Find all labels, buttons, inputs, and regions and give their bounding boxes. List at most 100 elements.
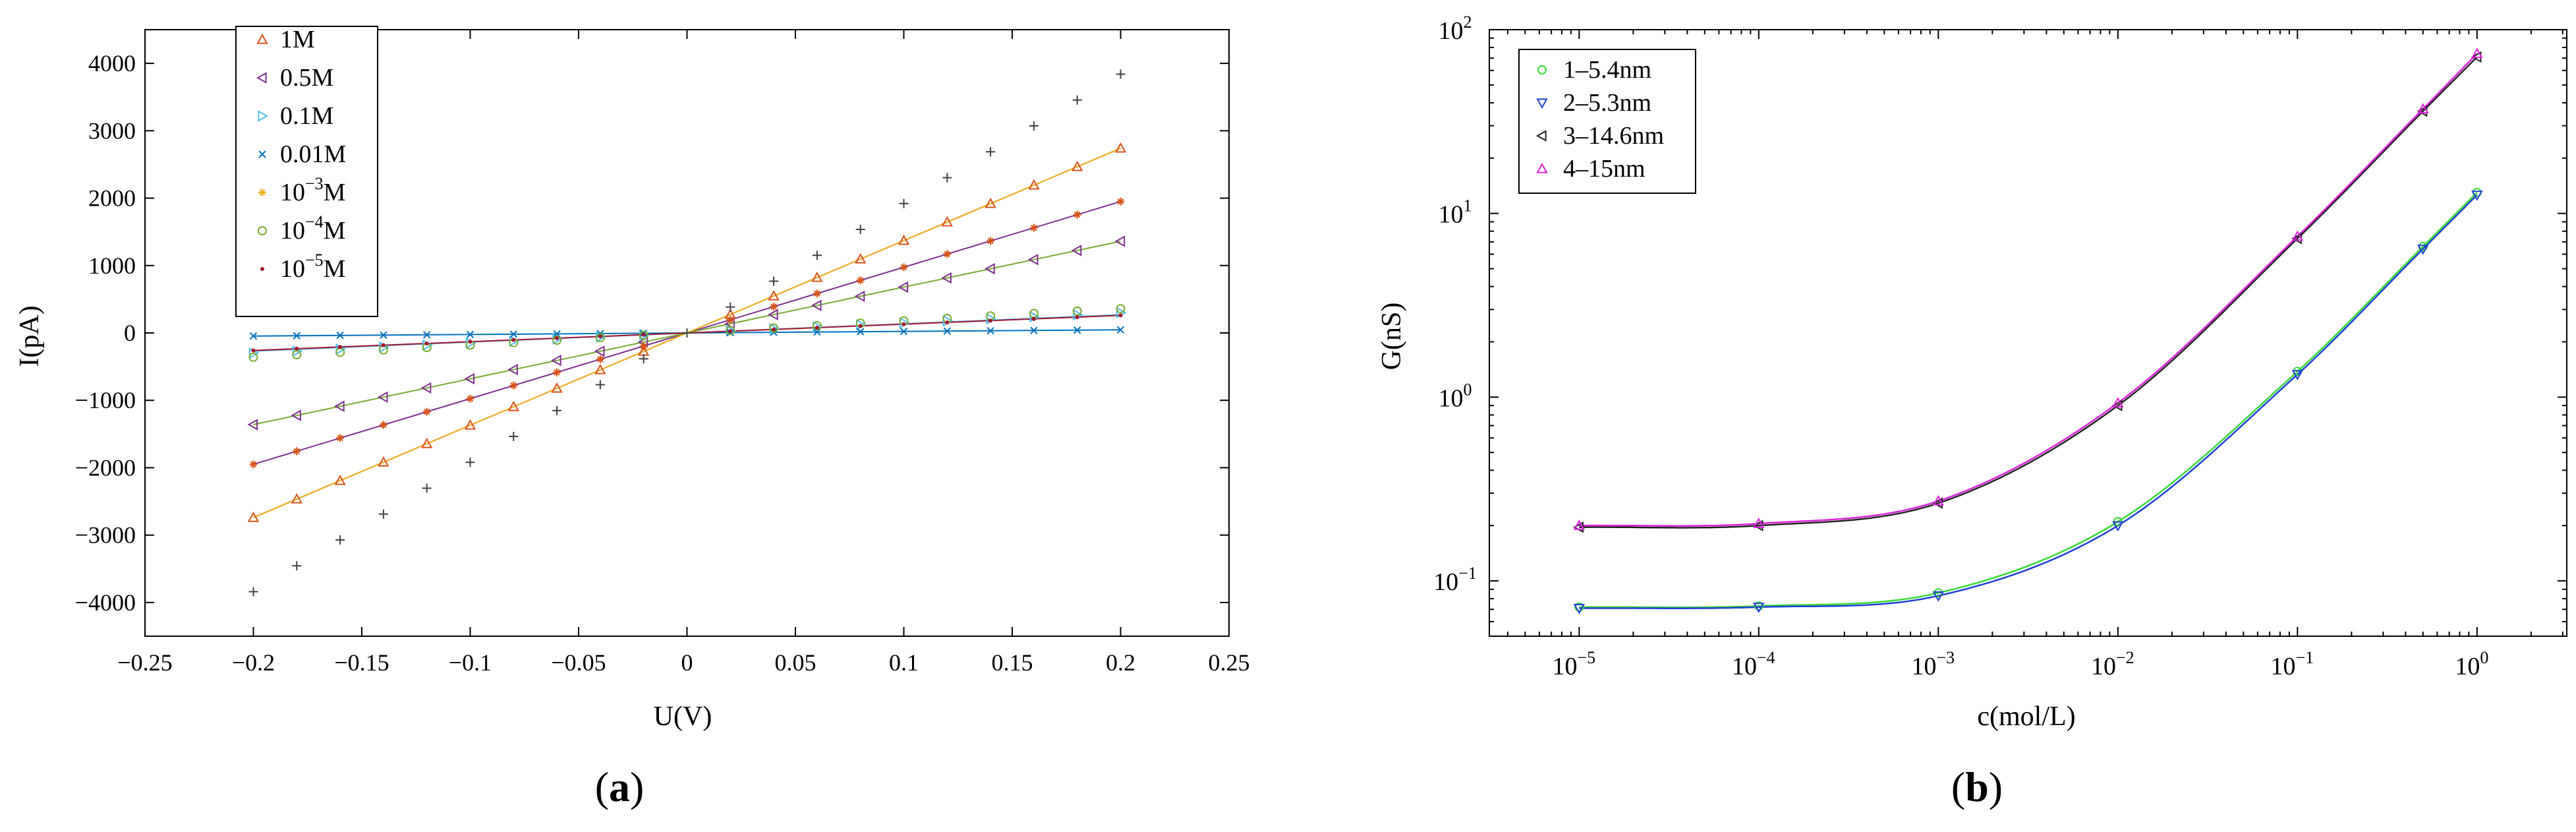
panel-a-data-point <box>424 341 429 345</box>
panel-a-legend-label: 0.5M <box>280 64 333 92</box>
panel-a-data-point <box>1116 326 1125 334</box>
panel-a-data-point <box>1071 245 1082 256</box>
panel-b-data-point <box>1753 518 1765 528</box>
panel-a-y-tick-label: −2000 <box>75 454 136 481</box>
panel-a-data-point <box>1116 197 1125 206</box>
panel-a-data-point <box>251 348 256 353</box>
panel-b-label-letter: b <box>1965 763 1989 810</box>
panel-a-y-tick-label: 0 <box>124 320 136 346</box>
panel-a-data-point <box>987 237 995 245</box>
panel-a-data-point <box>594 363 606 374</box>
panel-a-data-point <box>639 330 648 340</box>
panel-a-data-point <box>291 409 301 421</box>
panel-b-x-tick-label: 10−1 <box>2270 648 2314 680</box>
panel-a-y-tick-label: −4000 <box>75 589 136 616</box>
panel-a-data-point <box>507 400 519 411</box>
panel-a-data-point <box>248 352 258 362</box>
panel-a-data-point <box>551 355 561 367</box>
panel-a-data-point <box>553 368 561 376</box>
panel-a-legend-marker <box>258 189 266 196</box>
panel-a-data-point <box>465 458 475 467</box>
panel-a-data-point <box>464 419 476 430</box>
panel-a-chart: −0.25 −0.2 −0.15 −0.1 −0.05 0 0.05 0.1 0.15 0.2 0.… <box>14 26 1250 810</box>
panel-a-data-point <box>466 394 474 403</box>
panel-a-data-point <box>639 354 648 364</box>
panel-b-data-point <box>1573 603 1586 614</box>
panel-a-data-point <box>726 302 735 312</box>
panel-a-data-point <box>509 381 518 390</box>
panel-a-data-point <box>768 309 778 320</box>
panel-b-y-tick-label: 100 <box>1439 380 1472 412</box>
panel-a-data-point <box>987 327 994 335</box>
panel-b-y-tick-label: 101 <box>1439 196 1472 229</box>
panel-a-data-point <box>1027 254 1039 266</box>
panel-a-data-point <box>856 328 865 336</box>
panel-a-data-point <box>468 340 472 344</box>
panel-a-x-axis-label: U(V) <box>654 701 712 732</box>
panel-b-fit-line-2-5-3nm <box>1579 194 2478 609</box>
panel-a-data-point <box>986 147 996 157</box>
panel-a-data-point <box>1028 179 1040 190</box>
panel-a-legend-label: 0.1M <box>280 102 333 130</box>
panel-a-data-point <box>1073 326 1081 334</box>
panel-a-data-point <box>507 363 518 376</box>
panel-a-data-point <box>1031 316 1036 321</box>
panel-a-data-point <box>378 509 388 519</box>
panel-a-data-point <box>728 329 733 334</box>
panel-b-data-point <box>2291 370 2304 380</box>
panel-a-data-point <box>247 419 258 431</box>
panel-b-legend-label: 2–5.3nm <box>1563 89 1651 117</box>
panel-a-y-tick-label: 1000 <box>88 253 136 279</box>
panel-a-data-point <box>1029 223 1038 232</box>
panel-a-data-point <box>855 224 865 234</box>
panel-b-x-tick-label: 10−5 <box>1552 648 1595 680</box>
panel-b-fit-line-1-5-4nm <box>1579 192 2478 609</box>
panel-a-data-point <box>943 327 952 335</box>
panel-a-data-point <box>377 391 388 403</box>
panel-a-x-tick-label: −0.25 <box>117 649 172 676</box>
panel-a-data-point <box>509 330 518 338</box>
panel-b-data-point <box>1573 520 1586 530</box>
panel-a-data-point <box>772 327 776 332</box>
panel-a-data-point <box>815 326 819 330</box>
panel-b-legend: 1–5.4nm 2–5.3nm 3–14.6nm 4–15nm <box>1518 49 1696 194</box>
panel-b-x-tick-label: 10−2 <box>2091 648 2134 680</box>
panel-a-data-point <box>811 271 823 282</box>
panel-a-x-tick-label: 0.15 <box>992 649 1033 676</box>
panel-a-x-tick-label: 0.1 <box>889 649 919 676</box>
panel-a-legend-label: 1M <box>280 26 315 53</box>
panel-b-chart: 10−5 10−4 10−3 10−2 10−1 100 10−1 100 101 102 1–… <box>1377 13 2567 810</box>
panel-b-label: (b) <box>1951 763 2003 810</box>
panel-a-data-point <box>900 327 908 336</box>
panel-b-data-point <box>1754 601 1763 611</box>
panel-a-data-point <box>293 332 301 340</box>
panel-a-data-point <box>682 328 692 338</box>
panel-b-x-tick-label: 10−4 <box>1732 648 1775 680</box>
panel-a-data-point <box>639 342 648 350</box>
panel-a-x-tick-label: 0 <box>681 649 693 676</box>
panel-a-data-point <box>1116 304 1126 314</box>
panel-a-data-point <box>1072 160 1083 171</box>
panel-a-data-point <box>813 328 821 336</box>
panel-a-data-point <box>1075 315 1079 320</box>
panel-a-data-point <box>466 330 474 339</box>
panel-a-data-point <box>381 343 386 347</box>
panel-a-x-tick-label: −0.1 <box>449 649 492 676</box>
panel-a-data-point <box>292 561 302 571</box>
panel-a-data-point <box>249 460 258 469</box>
panel-a-data-point <box>334 400 345 412</box>
panel-a-data-point <box>812 251 822 260</box>
panel-a-x-tick-label: −0.2 <box>232 649 275 676</box>
panel-a-data-point <box>380 331 387 339</box>
panel-a-x-tick-label: −0.05 <box>551 649 606 676</box>
panel-a-data-point <box>1072 95 1082 105</box>
panel-a-legend-marker <box>256 33 268 44</box>
panel-a-data-point <box>295 346 299 351</box>
panel-a-y-tick-label: 3000 <box>88 117 136 144</box>
panel-a-y-tick-label: −1000 <box>75 387 136 413</box>
panel-b-y-tick-label: 102 <box>1439 13 1472 45</box>
panel-b-fit-lines <box>1579 53 2478 609</box>
panel-b-data-point <box>2112 521 2124 532</box>
panel-a-data-point <box>770 303 778 311</box>
